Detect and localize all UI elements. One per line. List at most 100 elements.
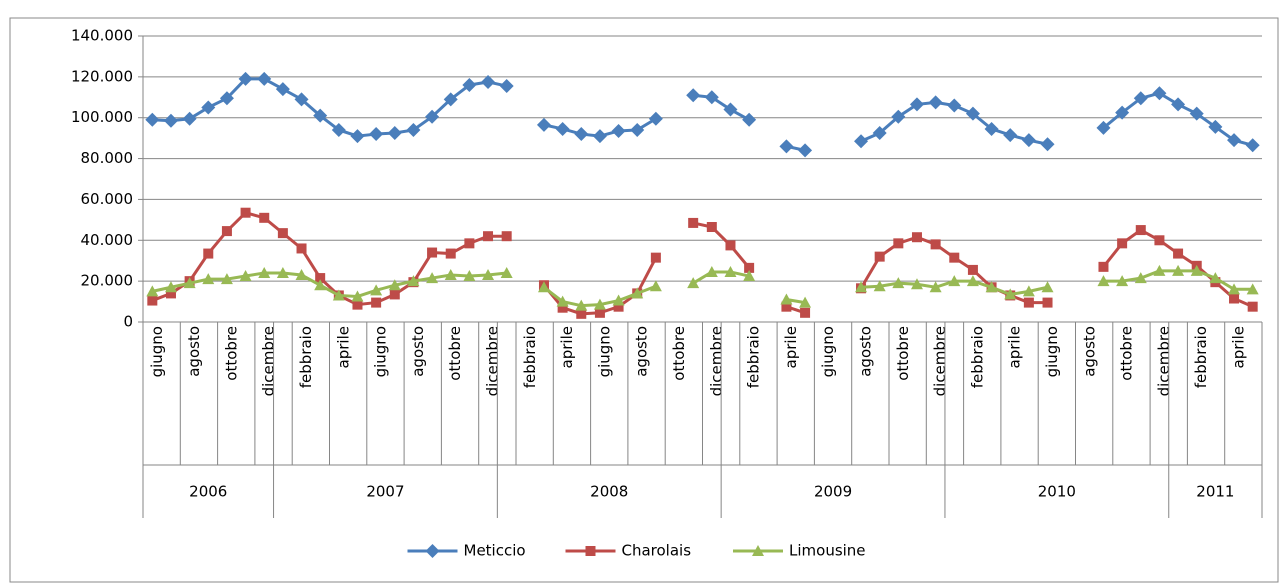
marker [146,285,159,297]
x-tick-label: agosto [409,326,427,377]
marker [1004,288,1017,300]
marker [1229,293,1240,304]
year-label: 2009 [814,483,852,501]
marker [798,143,813,158]
marker [947,98,962,113]
marker [1189,106,1204,121]
marker [873,280,886,292]
x-tick-label: febbraio [1192,326,1210,388]
marker [576,308,587,319]
y-tick-label: 120.000 [71,67,133,85]
marker [314,279,327,291]
marker [536,117,551,132]
marker [220,273,233,285]
marker [351,290,364,302]
marker [874,251,885,262]
marker [202,273,215,285]
marker [705,265,718,277]
marker [427,247,438,258]
marker [967,264,978,275]
marker [313,108,328,123]
marker [556,295,569,307]
legend-marker [585,546,596,556]
marker [239,270,252,282]
marker [688,217,699,228]
marker [388,279,401,291]
x-tick-label: giugno [819,326,837,377]
x-tick-label: agosto [185,326,203,377]
marker [854,134,869,149]
marker [723,102,738,117]
x-tick-label: giugno [595,326,613,377]
marker [855,281,868,293]
legend-label: Limousine [789,542,866,560]
year-label: 2006 [189,483,227,501]
marker [331,122,346,137]
marker [371,297,382,308]
marker [387,126,402,141]
y-tick-label: 20.000 [81,272,134,290]
x-tick-label: giugno [148,326,166,377]
marker [462,78,477,93]
marker [799,296,812,308]
marker [594,307,605,318]
marker [1228,283,1241,295]
marker [1209,272,1222,284]
marker [800,307,811,318]
marker [500,266,513,278]
marker [650,252,661,263]
marker [219,91,234,106]
marker [743,270,756,282]
marker [892,277,905,289]
legend-label: Meticcio [464,542,526,560]
marker [145,112,160,127]
marker [163,113,178,128]
marker [295,269,308,281]
marker [911,232,922,243]
marker [929,281,942,293]
marker [1023,297,1034,308]
marker [1117,238,1128,249]
marker [1041,281,1054,293]
marker [985,281,998,293]
marker [296,243,307,254]
x-tick-label: aprile [1006,326,1024,368]
marker [780,293,793,305]
marker [481,74,496,89]
marker [725,240,736,251]
marker [893,238,904,249]
legend-label: Charolais [622,542,692,560]
marker [724,265,737,277]
marker [1246,283,1259,295]
marker [1171,97,1186,112]
marker [443,92,458,107]
year-label: 2011 [1196,483,1234,501]
y-tick-label: 80.000 [81,149,134,167]
marker [406,122,421,137]
marker [930,239,941,250]
legend-marker [425,544,440,558]
marker [593,298,606,310]
marker [315,273,326,284]
marker [464,238,475,249]
marker [742,112,757,127]
x-tick-label: dicembre [260,326,278,396]
marker [1115,105,1130,120]
chart-border [9,17,1279,583]
marker [463,270,476,282]
marker [1153,264,1166,276]
marker [948,275,961,287]
y-tick-label: 60.000 [81,190,134,208]
marker [574,127,589,142]
marker [259,212,270,223]
marker [482,269,495,281]
marker [240,207,251,218]
y-tick-label: 0 [123,313,133,331]
x-tick-label: febbraio [521,326,539,388]
marker [221,226,232,237]
legend-marker [752,545,764,556]
marker [611,123,626,138]
marker [1098,261,1109,272]
marker [183,277,196,289]
